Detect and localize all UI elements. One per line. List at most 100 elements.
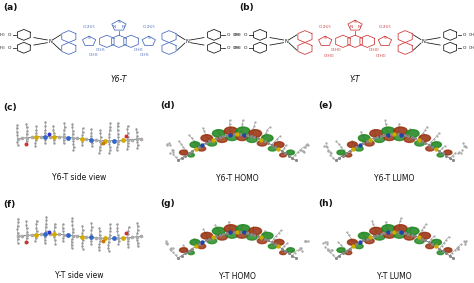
Point: [82, 137, 90, 142]
Text: CH$_3$: CH$_3$: [0, 31, 5, 39]
Point: [326, 149, 334, 154]
Text: CH$_3$: CH$_3$: [0, 44, 5, 52]
Point: [276, 134, 283, 139]
Point: [113, 222, 121, 226]
Point: [419, 131, 427, 136]
Point: [382, 122, 390, 126]
Point: [240, 132, 248, 137]
Point: [460, 143, 468, 148]
Point: [42, 225, 50, 230]
Point: [422, 141, 429, 145]
Point: [200, 227, 207, 231]
Point: [304, 239, 312, 243]
Point: [115, 138, 122, 143]
Point: [133, 137, 141, 142]
Point: [332, 158, 339, 163]
Point: [395, 121, 403, 126]
Point: [363, 237, 371, 241]
Point: [96, 128, 104, 132]
Point: [97, 141, 104, 146]
Ellipse shape: [358, 135, 370, 142]
Point: [68, 219, 76, 224]
Point: [415, 235, 422, 239]
Point: [417, 134, 424, 138]
Point: [134, 241, 141, 245]
Ellipse shape: [262, 232, 273, 239]
Point: [323, 242, 330, 246]
Point: [292, 158, 300, 163]
Point: [124, 124, 131, 128]
Point: [281, 146, 288, 150]
Point: [107, 226, 114, 230]
Text: (e): (e): [318, 101, 332, 110]
Point: [105, 248, 113, 253]
Point: [60, 233, 67, 237]
Ellipse shape: [345, 153, 352, 157]
Point: [370, 136, 377, 140]
Point: [14, 237, 22, 242]
Point: [462, 144, 470, 149]
Point: [199, 125, 206, 130]
Text: N: N: [349, 25, 353, 29]
Ellipse shape: [246, 234, 257, 240]
Point: [32, 128, 40, 132]
Point: [202, 132, 210, 137]
Point: [114, 142, 122, 146]
Point: [14, 143, 21, 147]
Point: [319, 241, 327, 245]
Point: [396, 219, 404, 224]
Point: [97, 131, 104, 136]
Point: [211, 222, 219, 227]
Point: [87, 241, 95, 246]
Point: [168, 246, 175, 250]
Point: [337, 145, 345, 149]
Point: [428, 140, 435, 144]
Point: [401, 231, 409, 235]
Point: [271, 242, 279, 246]
Point: [37, 232, 45, 237]
Point: [69, 132, 76, 137]
Point: [300, 149, 308, 154]
Ellipse shape: [394, 232, 405, 238]
Point: [415, 137, 422, 142]
Point: [96, 138, 104, 143]
Point: [41, 241, 48, 246]
Point: [52, 241, 59, 246]
Text: CH$_3$: CH$_3$: [233, 44, 241, 52]
Point: [430, 137, 438, 141]
Point: [275, 231, 283, 235]
Point: [14, 122, 21, 127]
Ellipse shape: [419, 135, 430, 142]
Point: [457, 242, 465, 247]
Text: Y6-T side view: Y6-T side view: [53, 173, 107, 182]
Point: [454, 245, 461, 250]
Point: [336, 156, 343, 160]
Point: [291, 250, 299, 255]
Ellipse shape: [419, 232, 430, 239]
Point: [114, 226, 121, 230]
Ellipse shape: [198, 244, 206, 249]
Point: [69, 223, 76, 227]
Point: [105, 239, 113, 244]
Point: [31, 239, 39, 243]
Point: [360, 238, 367, 243]
Point: [124, 235, 131, 240]
Point: [195, 144, 203, 149]
Point: [105, 245, 112, 250]
Point: [42, 138, 49, 142]
Point: [79, 130, 86, 134]
Point: [357, 129, 365, 134]
Point: [168, 148, 176, 153]
Point: [175, 139, 182, 144]
Point: [411, 136, 419, 140]
Point: [408, 225, 415, 229]
Point: [297, 245, 304, 250]
Point: [88, 141, 95, 145]
Point: [32, 232, 40, 237]
Point: [418, 237, 426, 241]
Point: [163, 242, 171, 246]
Point: [114, 131, 122, 136]
Point: [250, 232, 258, 237]
Point: [182, 148, 190, 153]
Point: [124, 131, 132, 135]
